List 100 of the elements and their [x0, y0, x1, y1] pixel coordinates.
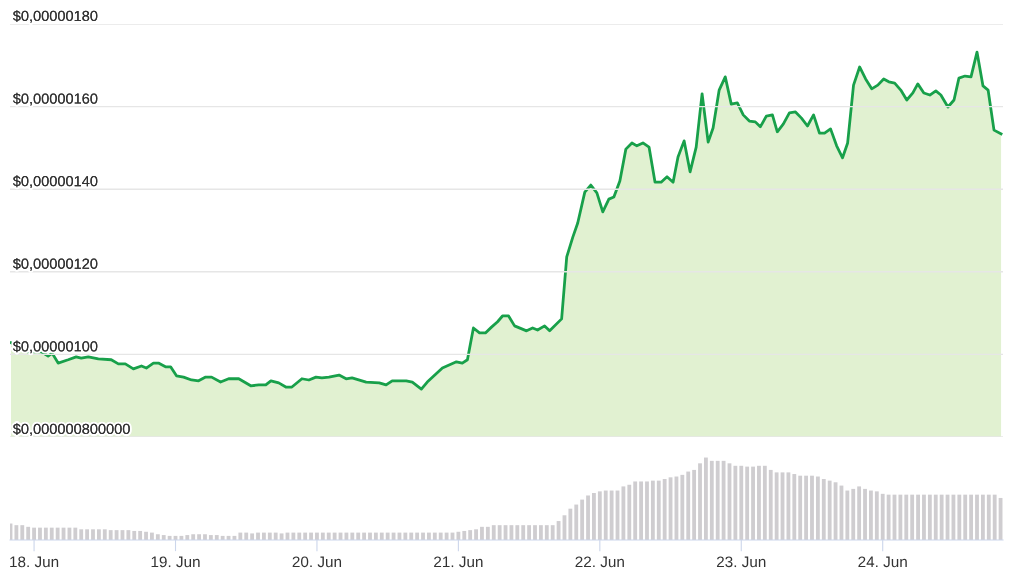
bar	[14, 525, 19, 541]
bar	[197, 534, 201, 541]
bar	[20, 525, 25, 541]
bar	[55, 527, 60, 541]
bar	[957, 494, 962, 541]
bar	[132, 530, 137, 541]
bar	[786, 472, 791, 541]
bar	[804, 475, 809, 541]
bar	[621, 486, 626, 541]
bar	[709, 460, 714, 541]
bar	[627, 484, 632, 541]
bar	[521, 525, 526, 541]
bar	[645, 481, 649, 541]
bar	[927, 494, 932, 541]
bar	[38, 527, 42, 541]
bar	[986, 494, 991, 541]
bar	[815, 476, 820, 541]
bar	[79, 529, 84, 541]
bar	[639, 481, 643, 541]
bar	[250, 533, 255, 541]
bar	[857, 486, 862, 541]
bar	[680, 474, 685, 541]
bar	[768, 469, 773, 541]
bar	[203, 534, 207, 541]
bar	[580, 499, 585, 541]
bar	[916, 494, 920, 541]
bar	[32, 527, 36, 541]
y-tick-label: $0,00000120	[12, 257, 98, 271]
bar	[633, 481, 638, 541]
bar	[904, 494, 909, 541]
bar	[686, 471, 691, 541]
bar	[656, 480, 661, 541]
bar	[279, 533, 284, 541]
bar	[485, 526, 490, 541]
bar	[692, 469, 697, 541]
bar	[568, 508, 573, 541]
x-tick-label: 21. Jun	[434, 556, 483, 568]
bar	[715, 460, 720, 541]
bar	[798, 475, 803, 541]
bar	[603, 490, 608, 541]
bar	[886, 494, 891, 541]
bar	[698, 463, 702, 541]
bar	[869, 490, 873, 541]
bar	[851, 488, 856, 541]
x-tick-label: 20. Jun	[292, 556, 342, 568]
bar	[480, 526, 484, 541]
bar	[462, 530, 467, 541]
bar	[533, 525, 537, 541]
bar	[592, 493, 596, 541]
bar	[126, 530, 131, 541]
bar	[933, 494, 938, 541]
bar	[85, 529, 90, 541]
bar	[863, 488, 867, 541]
bar	[751, 466, 755, 541]
bar	[874, 491, 879, 541]
bar	[155, 534, 160, 541]
bar	[721, 460, 726, 541]
bar	[597, 491, 602, 541]
bar	[810, 475, 814, 541]
bar	[792, 474, 797, 541]
y-tick-label: $0,00000160	[12, 92, 98, 106]
bar	[939, 494, 944, 541]
bar	[745, 466, 750, 541]
bar	[733, 465, 738, 541]
bar	[757, 465, 761, 541]
bar	[650, 480, 655, 541]
y-tick-label: $0,000000800000	[12, 423, 130, 436]
bar	[992, 494, 997, 541]
bar	[527, 525, 532, 541]
bar	[827, 480, 832, 541]
bar	[922, 494, 926, 541]
bar	[910, 494, 915, 541]
bar	[662, 478, 667, 541]
bar	[96, 529, 101, 541]
bar	[43, 527, 48, 541]
bar	[468, 530, 473, 541]
bar	[474, 529, 478, 541]
bar	[538, 525, 543, 541]
bar	[969, 494, 974, 541]
x-tick-label: 19. Jun	[151, 556, 200, 568]
bar	[108, 530, 113, 541]
bar	[821, 478, 826, 541]
bar	[497, 525, 502, 541]
bar	[102, 529, 107, 541]
x-tick-label: 18. Jun	[10, 556, 59, 568]
y-tick-label: $0,00000140	[12, 175, 98, 189]
bar	[491, 525, 496, 541]
bar	[975, 494, 979, 541]
bar	[845, 490, 850, 541]
bar	[703, 457, 708, 541]
bar	[609, 490, 614, 541]
bar	[49, 527, 54, 541]
bar	[739, 465, 744, 541]
bar	[898, 494, 903, 541]
bar	[762, 465, 767, 541]
bar	[73, 527, 78, 541]
bar	[544, 525, 549, 541]
bar	[774, 472, 779, 541]
x-tick-label: 23. Jun	[716, 556, 766, 568]
bar	[586, 495, 590, 541]
